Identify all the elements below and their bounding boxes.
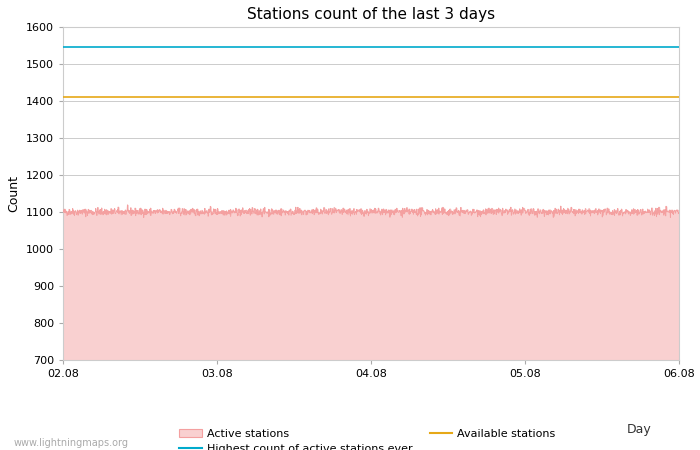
- Text: Day: Day: [626, 423, 651, 436]
- Title: Stations count of the last 3 days: Stations count of the last 3 days: [247, 7, 495, 22]
- Legend: Active stations, Highest count of active stations ever, Available stations: Active stations, Highest count of active…: [179, 429, 556, 450]
- Y-axis label: Count: Count: [7, 175, 20, 212]
- Text: www.lightningmaps.org: www.lightningmaps.org: [14, 438, 129, 448]
